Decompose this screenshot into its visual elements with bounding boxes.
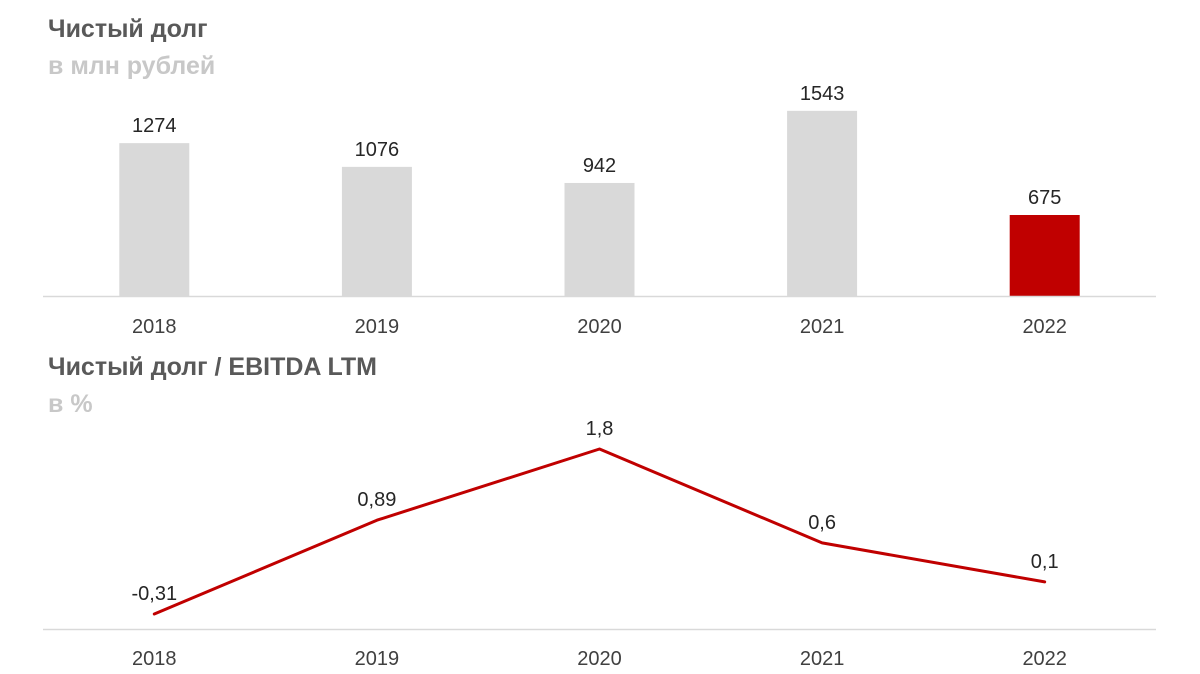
bar-x-tick-label: 2020 bbox=[577, 316, 622, 338]
bar-x-tick-label: 2018 bbox=[132, 316, 177, 338]
bar-x-tick-label: 2022 bbox=[1022, 316, 1067, 338]
line-x-tick-label: 2020 bbox=[577, 648, 622, 670]
line-chart-subtitle: в % bbox=[48, 390, 93, 418]
bar-value-label: 1543 bbox=[800, 83, 845, 105]
bar-chart-subtitle: в млн рублей bbox=[48, 52, 216, 80]
line-value-label: 0,6 bbox=[808, 512, 836, 534]
line-value-label: 0,89 bbox=[357, 489, 396, 511]
bar-x-tick-label: 2021 bbox=[800, 316, 845, 338]
bar-value-label: 942 bbox=[583, 155, 616, 177]
bar-value-label: 1076 bbox=[355, 139, 400, 161]
line-value-label: -0,31 bbox=[132, 583, 178, 605]
line-x-tick-label: 2018 bbox=[132, 648, 177, 670]
bar-2020 bbox=[564, 182, 635, 296]
bar-2021 bbox=[787, 110, 858, 296]
bar-2019 bbox=[341, 166, 412, 296]
line-x-tick-label: 2022 bbox=[1022, 648, 1067, 670]
line-series bbox=[152, 447, 1047, 616]
bar-2018 bbox=[119, 143, 190, 296]
bar-value-label: 675 bbox=[1028, 187, 1061, 209]
bar-value-label: 1274 bbox=[132, 115, 177, 137]
line-value-label: 1,8 bbox=[586, 418, 614, 440]
line-x-tick-label: 2021 bbox=[800, 648, 845, 670]
bar-chart-title: Чистый долг bbox=[48, 15, 208, 43]
line-chart: -0,31 2018 0,89 2019 1,8 2020 0,6 2021 0,1 2022 bbox=[43, 418, 1156, 670]
line-value-label: 0,1 bbox=[1031, 551, 1059, 573]
line-x-tick-label: 2019 bbox=[355, 648, 400, 670]
line-chart-title: Чистый долг / EBITDA LTM bbox=[48, 353, 377, 381]
bar-2022 bbox=[1009, 215, 1080, 296]
bar-x-tick-label: 2019 bbox=[355, 316, 400, 338]
bar-chart: 1274 2018 1076 2019 942 2020 1543 2021 675 2022 bbox=[43, 83, 1156, 338]
